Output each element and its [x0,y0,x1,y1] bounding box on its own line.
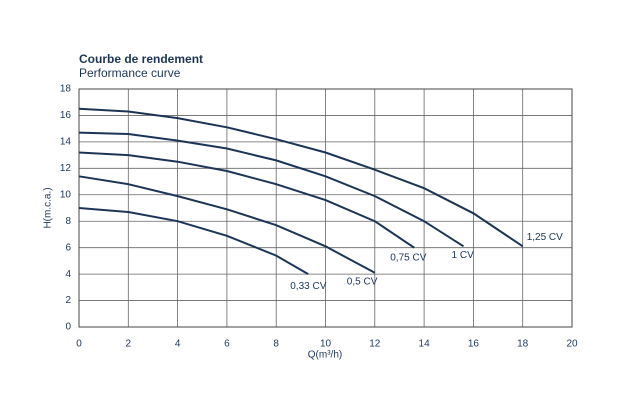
y-tick-label: 0 [65,322,71,333]
curve-label: 0,5 CV [347,276,378,287]
x-tick-label: 10 [320,339,332,350]
x-tick-label: 12 [369,339,381,350]
y-tick-label: 18 [60,84,72,95]
curve-label: 1 CV [452,250,475,261]
curve-label: 1,25 CV [527,232,563,243]
curve [78,175,376,274]
x-tick-label: 20 [566,339,578,350]
x-tick-label: 2 [126,339,132,350]
curve-label: 0,75 CV [390,252,426,263]
y-tick-label: 10 [60,189,72,200]
chart-title: Courbe de rendement [79,52,203,66]
x-tick-label: 0 [76,339,82,350]
curve-label: 0,33 CV [290,281,326,292]
curve [78,107,524,248]
curve [78,151,415,249]
y-tick-label: 12 [60,163,72,174]
y-tick-label: 14 [60,137,72,148]
y-tick-label: 8 [65,216,71,227]
x-tick-label: 6 [224,339,230,350]
y-tick-label: 4 [65,269,71,280]
y-axis-label: H(m.c.a.) [43,187,54,228]
x-tick-label: 8 [273,339,279,350]
x-tick-label: 14 [419,339,431,350]
x-tick-label: 16 [468,339,480,350]
chart-subtitle: Performance curve [79,66,181,80]
x-axis-label: Q(m³/h) [308,350,342,361]
y-tick-label: 16 [60,110,72,121]
curve [78,207,309,275]
curve [78,131,465,248]
x-tick-label: 18 [517,339,529,350]
x-tick-label: 4 [175,339,181,350]
y-tick-label: 2 [65,295,71,306]
y-tick-label: 6 [65,242,71,253]
